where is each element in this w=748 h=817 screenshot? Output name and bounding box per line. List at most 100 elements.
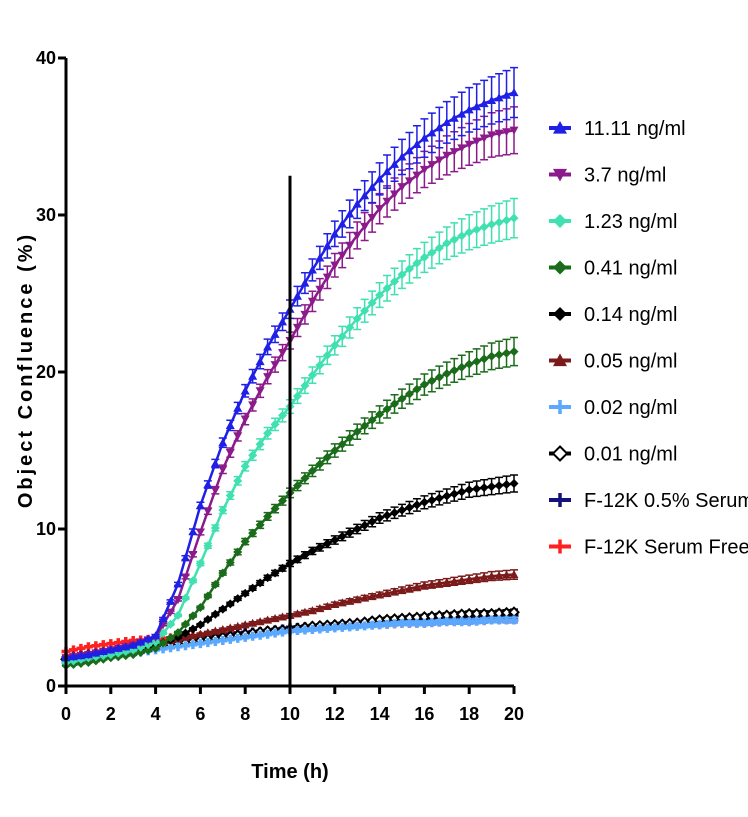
data-point bbox=[195, 500, 205, 510]
data-point bbox=[263, 573, 273, 583]
data-point bbox=[375, 174, 385, 183]
data-point bbox=[472, 484, 482, 494]
data-point bbox=[434, 578, 444, 588]
data-point bbox=[91, 648, 101, 657]
data-point bbox=[136, 648, 146, 658]
data-point bbox=[300, 607, 310, 616]
data-point bbox=[434, 372, 444, 382]
data-point bbox=[427, 376, 437, 386]
data-point bbox=[248, 528, 258, 538]
legend-label: 0.05 ng/ml bbox=[584, 351, 677, 373]
data-point bbox=[151, 631, 161, 640]
data-point bbox=[494, 350, 504, 360]
data-point bbox=[375, 590, 385, 599]
data-point bbox=[404, 177, 414, 186]
data-point bbox=[158, 638, 168, 648]
data-point bbox=[390, 399, 400, 409]
data-point bbox=[233, 476, 243, 486]
legend-marker bbox=[553, 168, 567, 182]
legend-marker bbox=[553, 307, 567, 321]
legend-item: 0.01 ng/ml bbox=[549, 444, 677, 466]
data-point bbox=[442, 369, 452, 379]
data-point bbox=[233, 547, 243, 557]
data-point bbox=[151, 637, 161, 647]
data-point bbox=[307, 546, 317, 556]
data-point bbox=[464, 359, 474, 369]
data-point bbox=[457, 487, 467, 497]
data-point bbox=[218, 438, 228, 447]
legend-item: 1.23 ng/ml bbox=[549, 211, 677, 233]
data-point bbox=[98, 646, 108, 656]
data-point bbox=[412, 258, 422, 268]
data-point bbox=[255, 617, 265, 626]
data-point bbox=[367, 214, 377, 223]
data-point bbox=[322, 273, 332, 282]
data-point bbox=[270, 568, 280, 578]
data-point bbox=[464, 140, 474, 149]
data-point bbox=[345, 209, 355, 218]
data-point bbox=[382, 197, 392, 206]
data-point bbox=[352, 427, 362, 437]
data-point bbox=[404, 584, 414, 593]
data-point bbox=[479, 483, 489, 493]
data-point bbox=[255, 387, 265, 396]
data-point bbox=[494, 129, 504, 138]
data-point bbox=[240, 537, 250, 547]
legend-item: 11.11 ng/ml bbox=[549, 118, 686, 140]
data-point bbox=[367, 182, 377, 191]
data-point bbox=[195, 559, 205, 569]
data-point bbox=[427, 579, 437, 589]
data-point bbox=[218, 624, 228, 634]
data-point bbox=[210, 609, 220, 619]
data-point bbox=[143, 634, 153, 643]
data-point bbox=[412, 171, 422, 180]
data-point bbox=[307, 466, 317, 476]
data-point bbox=[188, 551, 198, 560]
data-point bbox=[419, 252, 429, 262]
data-point bbox=[509, 478, 519, 488]
data-point bbox=[315, 360, 325, 370]
data-point bbox=[464, 485, 474, 495]
data-point bbox=[195, 620, 205, 630]
data-point bbox=[382, 510, 392, 520]
data-point bbox=[434, 156, 444, 165]
legend-label: 11.11 ng/ml bbox=[584, 118, 686, 140]
data-point bbox=[337, 531, 347, 541]
y-tick-label: 20 bbox=[36, 362, 56, 382]
data-point bbox=[509, 88, 519, 97]
data-point bbox=[360, 593, 370, 602]
data-point bbox=[203, 615, 213, 625]
data-point bbox=[509, 126, 519, 135]
data-point bbox=[255, 439, 265, 449]
data-point bbox=[233, 594, 243, 604]
data-point bbox=[479, 222, 489, 232]
data-point bbox=[300, 381, 310, 391]
data-point bbox=[173, 596, 183, 605]
data-point bbox=[494, 217, 504, 227]
data-point bbox=[180, 628, 190, 638]
data-point bbox=[464, 227, 474, 237]
data-point bbox=[128, 640, 138, 649]
data-point bbox=[315, 285, 325, 294]
y-axis-title: Object Confluence (%) bbox=[15, 232, 37, 508]
data-point bbox=[464, 105, 474, 114]
data-point bbox=[352, 314, 362, 324]
data-point bbox=[337, 251, 347, 260]
data-point bbox=[292, 391, 302, 401]
legend-label: 0.02 ng/ml bbox=[584, 397, 677, 419]
data-point bbox=[255, 578, 265, 588]
data-point bbox=[367, 592, 377, 601]
data-point bbox=[225, 491, 235, 501]
data-point bbox=[210, 626, 220, 635]
data-point bbox=[487, 351, 497, 361]
data-point bbox=[434, 123, 444, 132]
data-point bbox=[390, 190, 400, 199]
data-point bbox=[210, 579, 220, 589]
x-tick-label: 12 bbox=[325, 704, 345, 724]
data-point bbox=[382, 588, 392, 597]
data-point bbox=[412, 384, 422, 394]
y-tick-label: 0 bbox=[46, 676, 56, 696]
legend-item: 0.02 ng/ml bbox=[549, 397, 677, 419]
legend-item: 0.41 ng/ml bbox=[549, 258, 677, 280]
